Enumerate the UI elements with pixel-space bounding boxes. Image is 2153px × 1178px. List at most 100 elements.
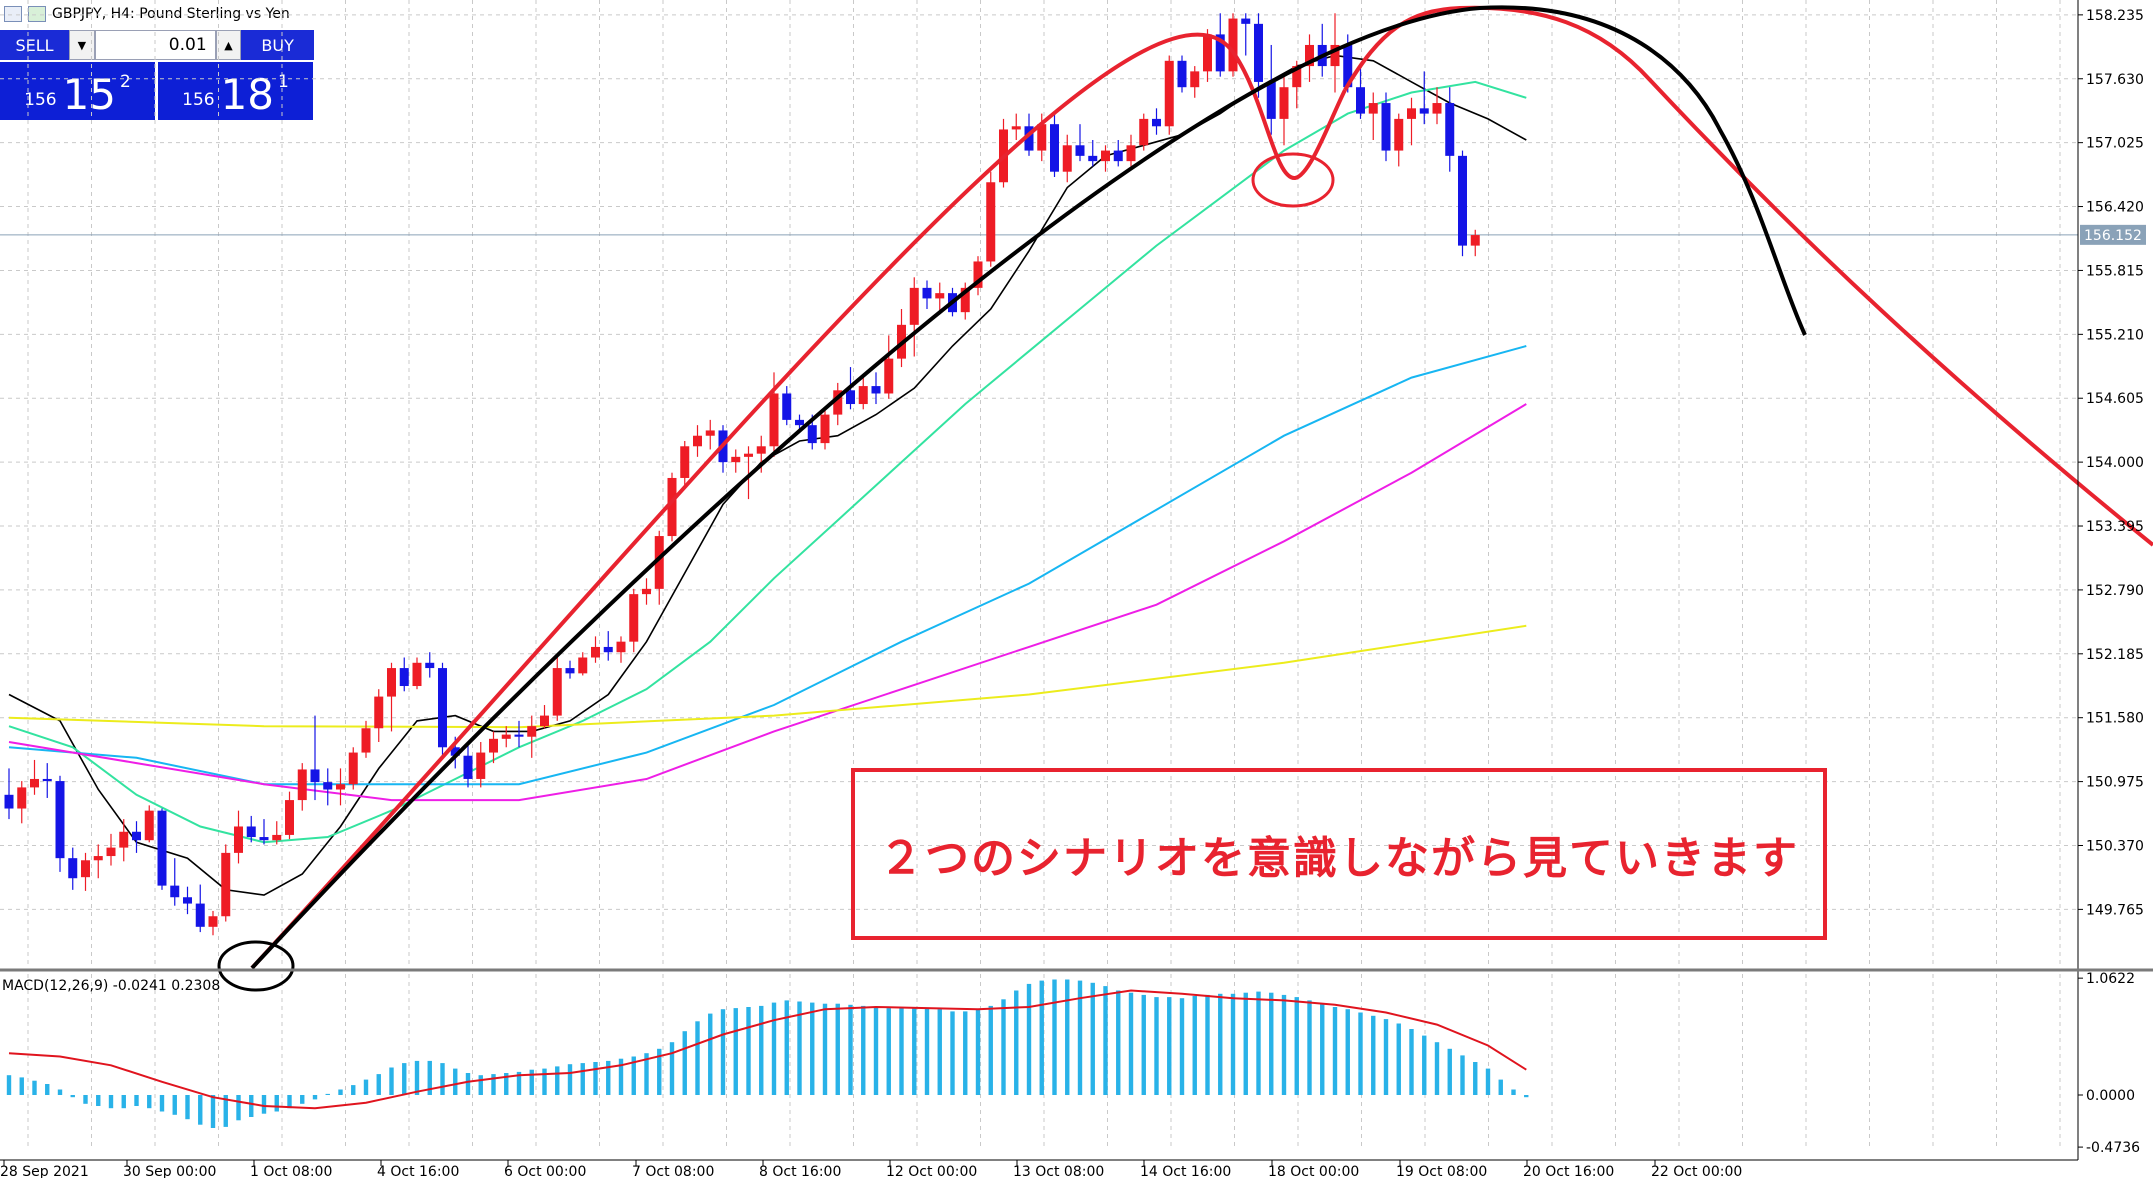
macd-histogram-bar	[185, 1095, 190, 1120]
macd-histogram-bar	[963, 1011, 968, 1095]
macd-histogram-bar	[988, 1005, 993, 1095]
time-tick-label: 28 Sep 2021	[0, 1164, 89, 1178]
macd-histogram-bar	[1026, 983, 1032, 1095]
lot-increase-button[interactable]: ▲	[215, 30, 242, 60]
candles	[4, 13, 1480, 936]
candle-body	[425, 662, 435, 669]
candle-body	[1241, 18, 1251, 24]
time-tick-label: 19 Oct 08:00	[1396, 1164, 1487, 1178]
macd-histogram-bar	[746, 1007, 751, 1095]
price-tick-label: 157.025	[2086, 136, 2144, 152]
macd-histogram-bar	[45, 1084, 50, 1095]
macd-histogram-bar	[695, 1021, 700, 1095]
candle-body	[1266, 81, 1276, 119]
scenario-callout: ２つのシナリオを意識しながら見ていきます	[851, 768, 1827, 940]
candle-body	[858, 386, 868, 405]
scenario-trendline-red	[1343, 5, 2153, 547]
candle-body	[756, 446, 766, 454]
macd-histogram-bar	[835, 1003, 840, 1095]
buy-price-point: 1	[278, 72, 289, 92]
macd-histogram-bar	[580, 1063, 585, 1095]
sell-price-prefix: 156	[24, 90, 57, 110]
macd-histogram-bar	[249, 1095, 254, 1117]
macd-histogram-bar	[1090, 982, 1095, 1095]
buy-button[interactable]: BUY	[241, 30, 315, 60]
candle-body	[744, 453, 753, 457]
dip-marker-circle	[1251, 152, 1335, 208]
macd-histogram-bar	[32, 1080, 37, 1095]
time-tick-label: 20 Oct 16:00	[1523, 1164, 1614, 1178]
macd-histogram-bar	[287, 1095, 292, 1109]
macd-histogram-bar	[1052, 979, 1057, 1095]
candle-body	[183, 897, 192, 904]
price-tick-label: 155.815	[2086, 263, 2144, 279]
current-price-badge	[2080, 224, 2146, 245]
buy-price[interactable]: 156 18 1	[158, 62, 313, 120]
candle-body	[4, 794, 14, 809]
sell-button[interactable]: SELL	[0, 30, 70, 60]
macd-histogram-bar	[19, 1077, 24, 1095]
macd-signal-line	[8, 989, 1527, 1110]
macd-histogram-bar	[720, 1009, 726, 1095]
chart-type-icon[interactable]	[28, 6, 46, 22]
macd-histogram-bar	[669, 1042, 675, 1095]
macd-histogram-bar	[300, 1095, 305, 1104]
candle-body	[578, 657, 588, 674]
sell-price[interactable]: 156 15 2	[0, 62, 155, 120]
candle-body	[935, 293, 945, 299]
candle-body	[195, 903, 205, 927]
candle-body	[489, 738, 498, 753]
candle-body	[119, 831, 129, 848]
macd-histogram-bar	[134, 1095, 139, 1106]
macd-histogram-bar	[924, 1008, 930, 1095]
candle-body	[1343, 44, 1353, 88]
price-tick-label: 152.790	[2086, 583, 2144, 599]
candle-body	[1254, 23, 1263, 82]
candle-body	[310, 769, 320, 783]
macd-histogram-bar	[478, 1075, 483, 1095]
macd-histogram-bar	[555, 1066, 560, 1095]
macd-histogram-bar	[440, 1063, 445, 1095]
macd-histogram-bar	[172, 1095, 177, 1115]
macd-histogram-bar	[1485, 1068, 1491, 1095]
price-tick-label: 154.605	[2086, 391, 2144, 407]
macd-histogram-bar	[733, 1008, 738, 1095]
macd-histogram-bar	[516, 1071, 522, 1095]
candle-body	[361, 728, 371, 753]
candle-body	[705, 430, 715, 436]
candle-body	[1177, 60, 1187, 88]
macd-histogram-bar	[1014, 990, 1019, 1095]
candle-body	[1305, 44, 1314, 67]
macd-histogram-bar	[338, 1089, 343, 1095]
macd-histogram-bar	[912, 1008, 917, 1095]
time-tick-label: 4 Oct 16:00	[377, 1164, 459, 1178]
candle-body	[552, 668, 562, 716]
candle-body	[565, 668, 575, 674]
macd-histogram-bar	[784, 1000, 789, 1095]
candle-body	[807, 425, 817, 444]
candle-body	[1292, 66, 1302, 88]
macd-histogram-bar	[975, 1009, 981, 1095]
candle-body	[1101, 150, 1110, 162]
macd-histogram-bar	[1256, 991, 1261, 1095]
candle-body	[820, 414, 830, 444]
macd-histogram-bar	[1332, 1007, 1338, 1095]
buy-price-big: 18	[220, 70, 275, 119]
time-tick-label: 8 Oct 16:00	[759, 1164, 841, 1178]
candle-body	[374, 696, 384, 729]
candle-body	[922, 287, 932, 299]
price-tick-label: 154.000	[2086, 455, 2144, 471]
candle-body	[1394, 118, 1404, 151]
candle-body	[285, 800, 294, 835]
lot-decrease-button[interactable]: ▼	[69, 30, 95, 60]
candle-body	[833, 390, 843, 415]
macd-histogram-bar	[1524, 1095, 1529, 1098]
macd-histogram-bar	[1218, 993, 1223, 1095]
macd-histogram-bar	[274, 1095, 279, 1112]
candle-body	[1050, 124, 1059, 172]
candle-body	[1279, 87, 1289, 119]
macd-histogram-bar	[83, 1095, 88, 1104]
candle-body	[731, 456, 741, 463]
macd-histogram-bar	[261, 1095, 267, 1114]
